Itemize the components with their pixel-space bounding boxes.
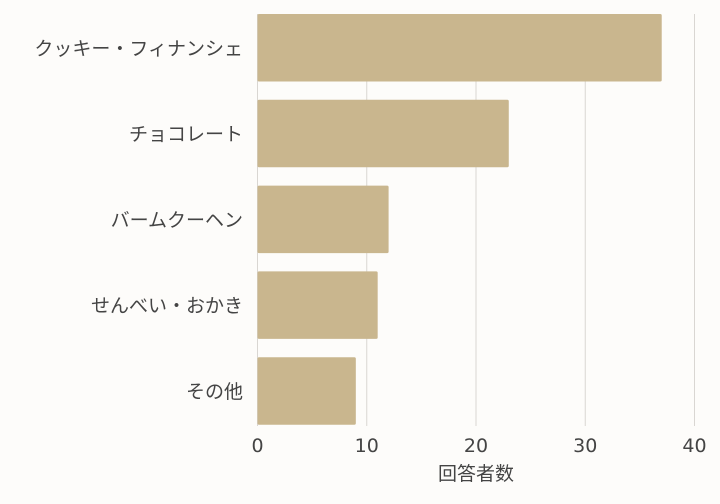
bar bbox=[257, 99, 509, 168]
x-axis-label: 回答者数 bbox=[438, 463, 514, 485]
y-category-label: クッキー・フィナンシェ bbox=[34, 38, 243, 60]
bar bbox=[257, 14, 662, 82]
x-tick-label: 10 bbox=[355, 435, 379, 457]
x-tick-label: 40 bbox=[682, 435, 706, 457]
x-tick-label: 0 bbox=[251, 435, 263, 457]
bar bbox=[257, 271, 378, 339]
x-tick-label: 20 bbox=[464, 435, 488, 457]
y-category-label: バームクーヘン bbox=[111, 209, 243, 231]
bar bbox=[257, 357, 356, 425]
bar bbox=[257, 185, 389, 254]
y-category-label: せんべい・おかき bbox=[91, 295, 243, 317]
x-tick-label: 30 bbox=[573, 435, 597, 457]
y-category-label: チョコレート bbox=[129, 124, 243, 146]
y-category-label: その他 bbox=[186, 381, 243, 403]
